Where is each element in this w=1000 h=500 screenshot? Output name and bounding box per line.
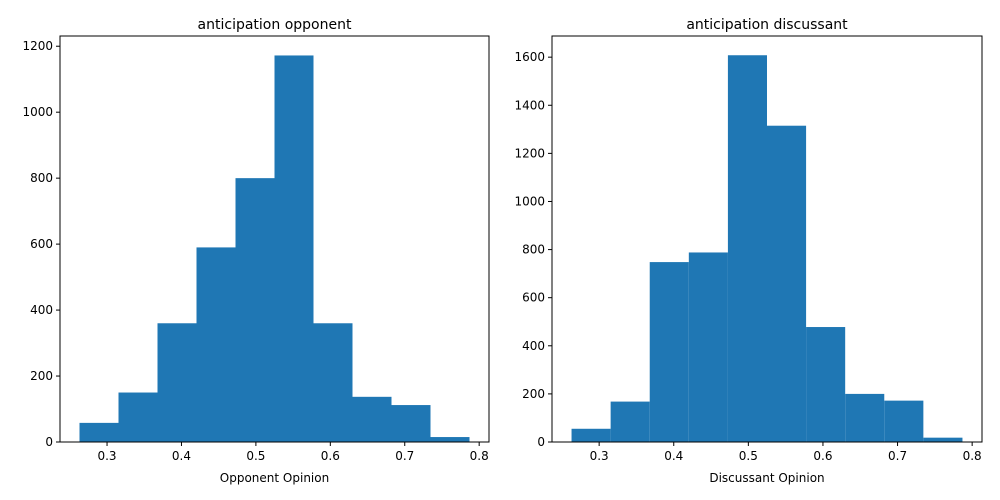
x-tick-label: 0.7 <box>395 449 414 463</box>
y-tick-label: 400 <box>30 303 53 317</box>
y-tick-label: 1200 <box>22 39 53 53</box>
x-axis-label: Discussant Opinion <box>709 471 824 485</box>
y-tick-label: 400 <box>522 339 545 353</box>
x-tick-label: 0.7 <box>888 449 907 463</box>
y-tick-label: 600 <box>522 291 545 305</box>
subplot-discussant: anticipation discussant 0.3 0.4 0.5 0.6 0.7 0… <box>514 17 983 485</box>
histogram-bar <box>352 396 392 442</box>
x-axis-ticks: 0.3 0.4 0.5 0.6 0.7 0.8 <box>590 442 982 463</box>
x-axis-label: Opponent Opinion <box>220 471 329 485</box>
histogram-bar <box>571 428 611 442</box>
bars-group <box>571 55 963 443</box>
axes-frame <box>551 35 983 443</box>
chart-title: anticipation opponent <box>198 17 352 33</box>
y-tick-label: 1000 <box>22 105 53 119</box>
histogram-bar <box>767 125 807 443</box>
x-tick-label: 0.3 <box>97 449 116 463</box>
x-axis-ticks: 0.3 0.4 0.5 0.6 0.7 0.8 <box>97 442 489 463</box>
histogram-bar <box>884 400 924 442</box>
x-tick-label: 0.4 <box>172 449 191 463</box>
histogram-bar <box>196 247 236 442</box>
y-tick-label: 1600 <box>514 50 545 64</box>
x-tick-label: 0.8 <box>470 449 489 463</box>
x-tick-label: 0.4 <box>664 449 683 463</box>
histogram-bar <box>923 437 963 442</box>
x-tick-label: 0.6 <box>321 449 340 463</box>
x-tick-label: 0.8 <box>963 449 982 463</box>
bars-group <box>79 55 470 442</box>
histogram-bar <box>118 392 158 442</box>
subplot-opponent: anticipation opponent 0.3 0.4 0.5 0.6 0.7 0.8… <box>22 17 490 485</box>
y-tick-label: 600 <box>30 237 53 251</box>
histogram-bar <box>806 327 846 442</box>
y-tick-label: 200 <box>30 369 53 383</box>
histogram-bar <box>274 55 314 442</box>
y-tick-label: 800 <box>522 243 545 257</box>
x-tick-label: 0.3 <box>590 449 609 463</box>
histogram-bar <box>235 178 275 442</box>
histogram-bar <box>688 252 728 442</box>
histogram-bar <box>430 437 470 442</box>
histogram-bar <box>649 262 689 442</box>
x-tick-label: 0.6 <box>813 449 832 463</box>
chart-title: anticipation discussant <box>686 17 848 33</box>
y-tick-label: 1000 <box>514 194 545 208</box>
histogram-bar <box>610 401 650 442</box>
histogram-bar <box>79 422 119 442</box>
x-tick-label: 0.5 <box>246 449 265 463</box>
histogram-bar <box>157 323 197 442</box>
histogram-bar <box>313 323 353 442</box>
x-tick-label: 0.5 <box>739 449 758 463</box>
histogram-bar <box>727 55 767 443</box>
y-tick-label: 1200 <box>514 146 545 160</box>
histogram-bar <box>391 405 431 442</box>
y-tick-label: 200 <box>522 387 545 401</box>
y-tick-label: 800 <box>30 171 53 185</box>
y-axis-ticks: 0 200 400 600 800 1000 1200 1400 1600 <box>514 50 552 449</box>
axes-frame <box>59 35 490 443</box>
y-tick-label: 0 <box>45 435 53 449</box>
histogram-bar <box>845 393 885 442</box>
y-tick-label: 1400 <box>514 98 545 112</box>
y-tick-label: 0 <box>537 435 545 449</box>
y-axis-ticks: 0 200 400 600 800 1000 1200 <box>22 39 60 449</box>
